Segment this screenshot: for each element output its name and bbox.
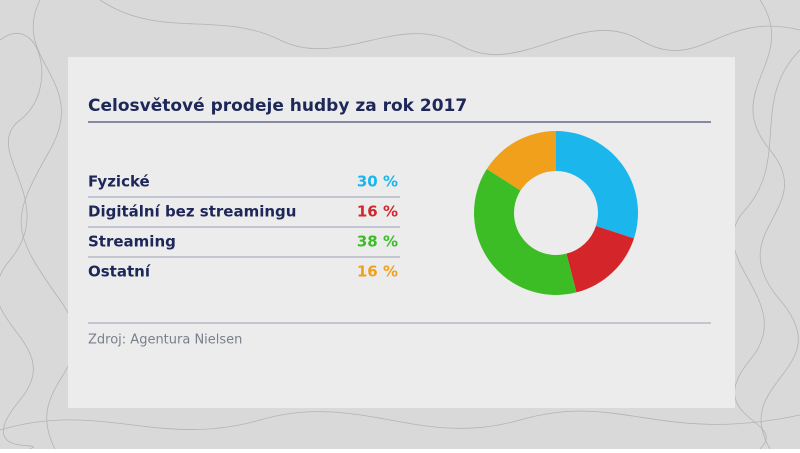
value-label: 16 % [357,203,398,221]
donut-segment [486,131,556,191]
legend-label: Ostatní [88,263,151,281]
value-label: 16 % [357,263,398,281]
donut-segment [556,131,639,239]
legend-label: Streaming [88,233,176,251]
donut-segment [566,225,634,293]
source: Zdroj: Agentura Nielsen [88,333,242,348]
chart-title: Celosvětové prodeje hudby za rok 2017 [88,96,467,116]
legend-label: Digitální bez streamingu [88,203,296,221]
value-label: 30 % [357,173,398,191]
value-label: 38 % [357,233,398,251]
donut-segment [473,169,577,296]
legend-label: Fyzické [88,173,150,191]
